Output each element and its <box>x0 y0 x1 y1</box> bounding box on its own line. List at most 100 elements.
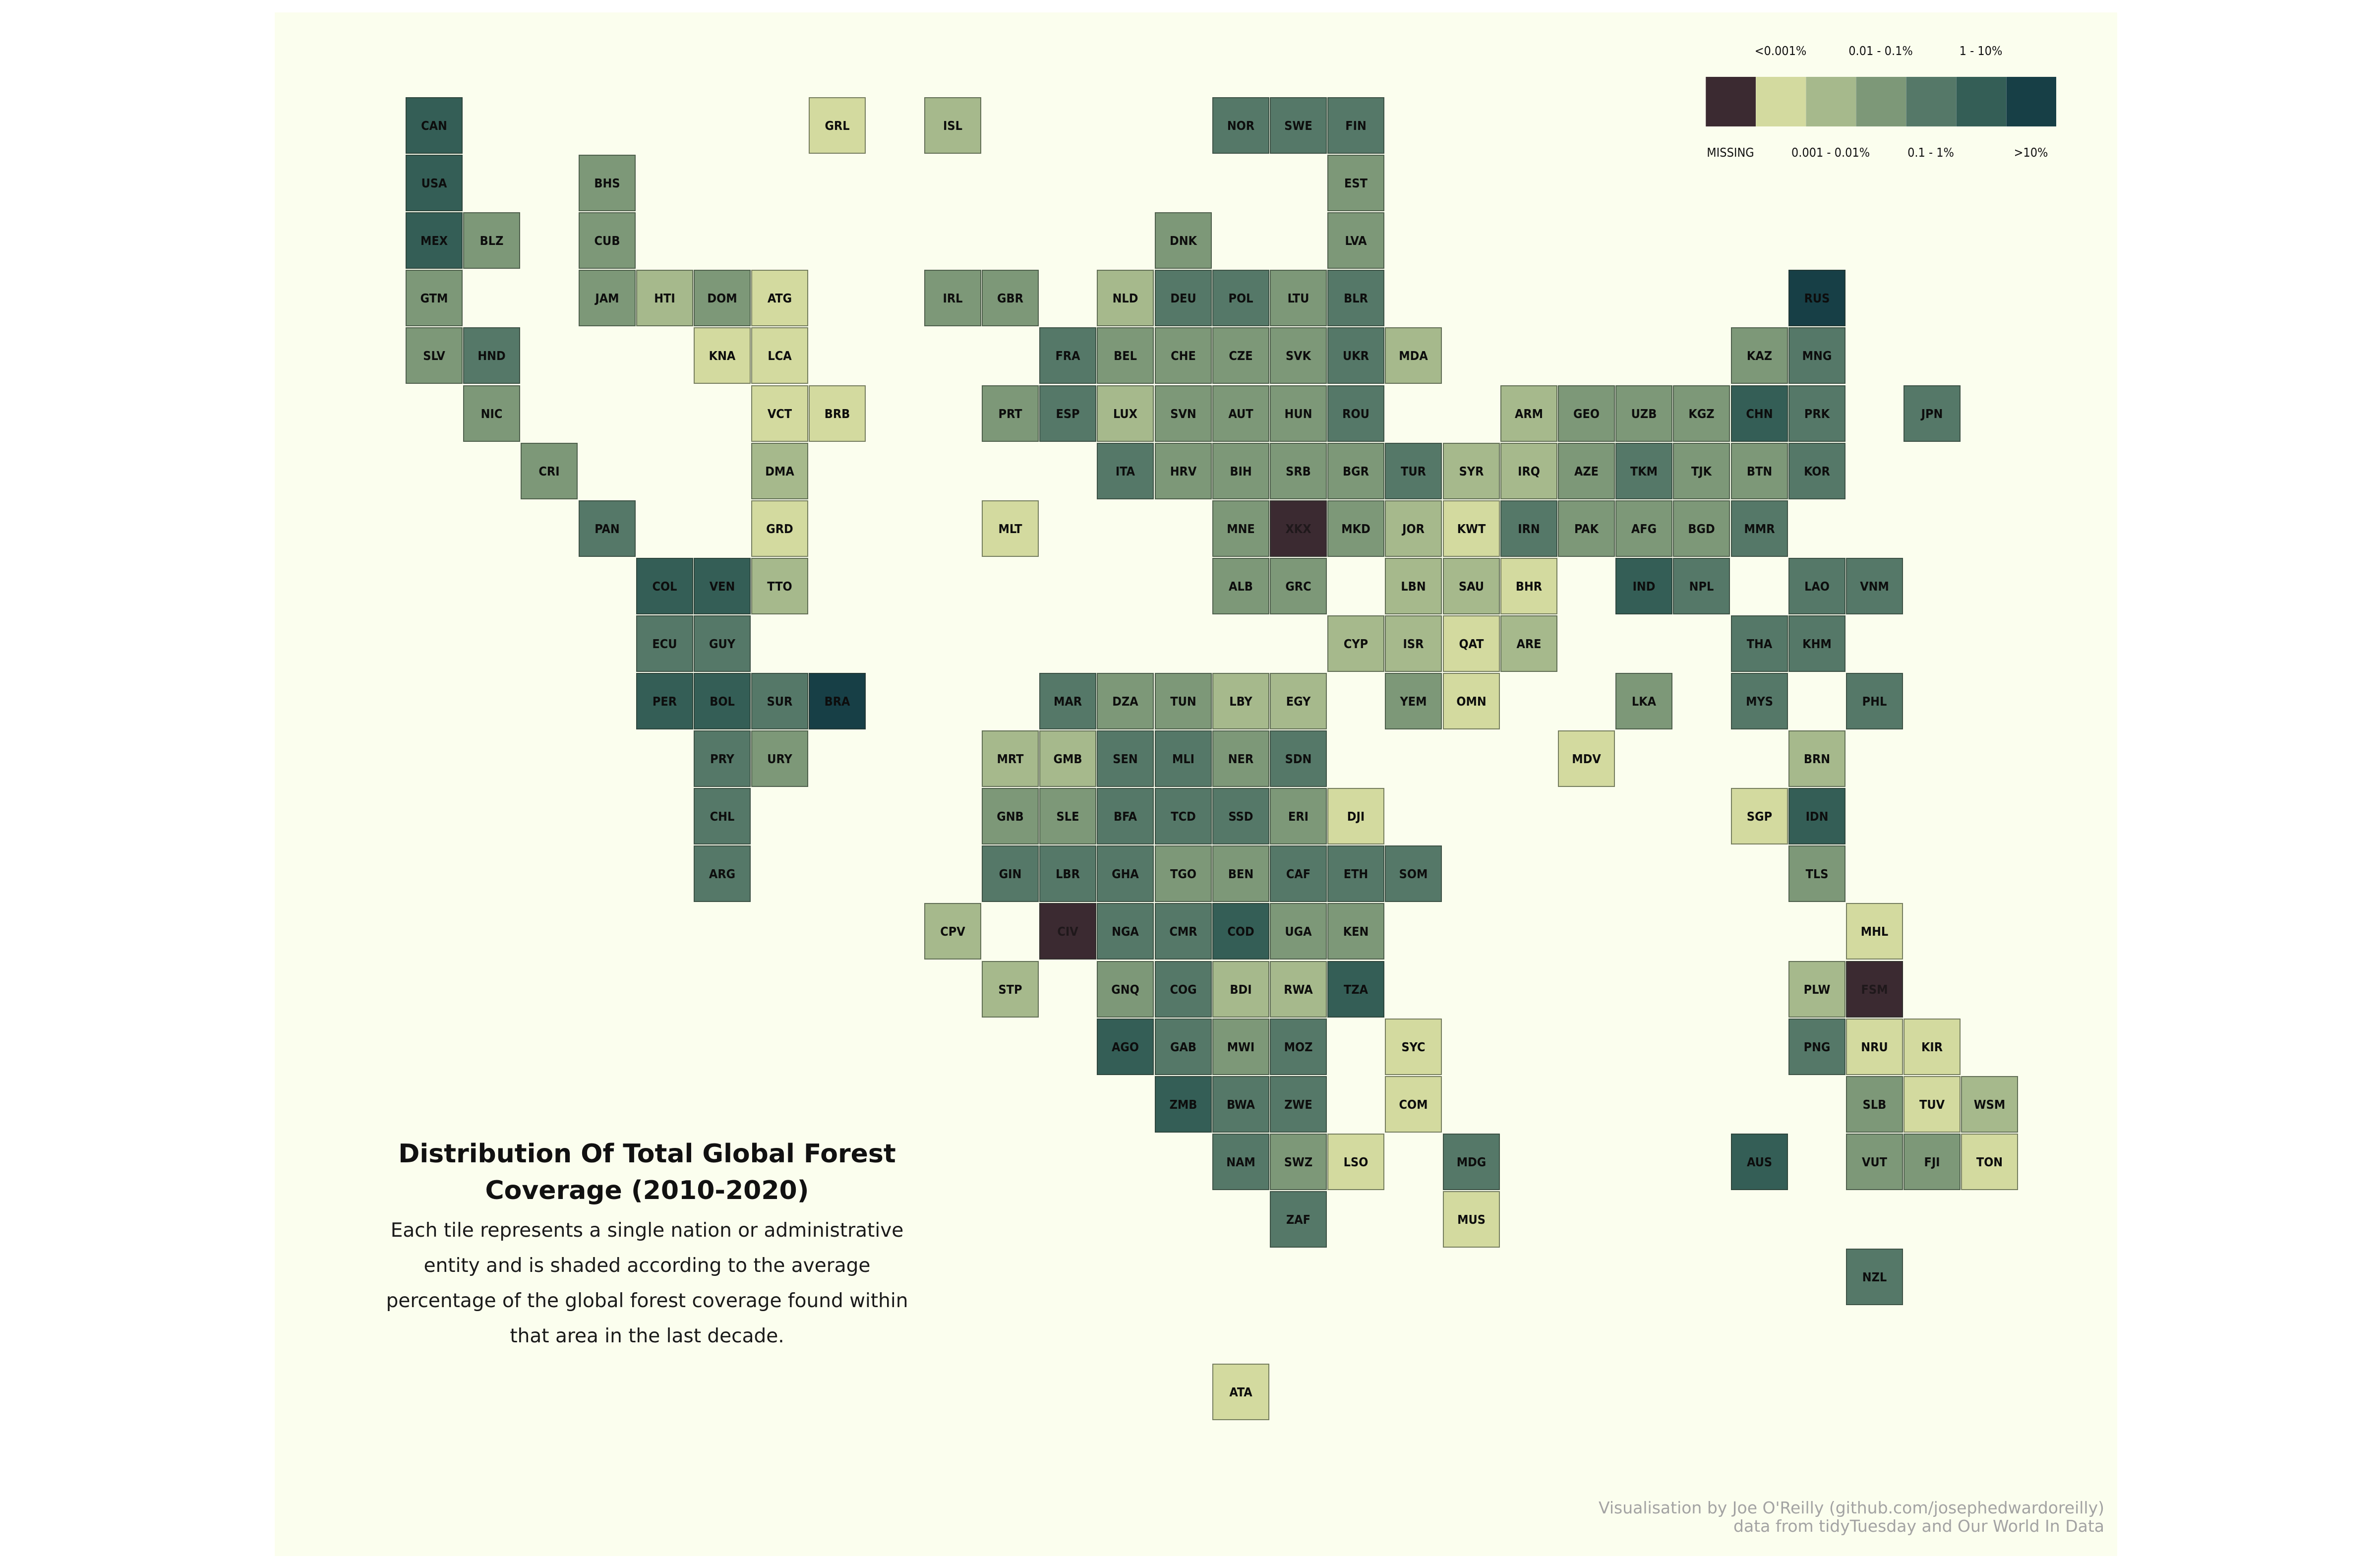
country-tile-lux: LUX <box>1097 385 1154 442</box>
country-tile-ken: KEN <box>1327 903 1384 960</box>
country-tile-tkm: TKM <box>1615 443 1672 499</box>
country-tile-mlt: MLT <box>982 500 1039 557</box>
country-tile-ita: ITA <box>1097 443 1154 499</box>
country-tile-phl: PHL <box>1846 673 1903 729</box>
country-tile-jpn: JPN <box>1904 385 1961 442</box>
country-tile-rus: RUS <box>1788 270 1845 326</box>
country-tile-mus: MUS <box>1443 1191 1500 1248</box>
country-tile-zaf: ZAF <box>1270 1191 1327 1248</box>
country-tile-tls: TLS <box>1788 845 1845 902</box>
legend-label-c6: >10% <box>2014 145 2048 160</box>
country-tile-fra: FRA <box>1039 327 1096 384</box>
country-tile-plw: PLW <box>1788 961 1845 1018</box>
legend-swatch-c1 <box>1756 77 1806 126</box>
country-tile-ury: URY <box>751 730 808 787</box>
country-tile-ton: TON <box>1961 1134 2018 1190</box>
country-tile-cmr: CMR <box>1155 903 1212 960</box>
country-tile-wsm: WSM <box>1961 1076 2018 1133</box>
country-tile-mar: MAR <box>1039 673 1096 729</box>
country-tile-bfa: BFA <box>1097 788 1154 844</box>
country-tile-nru: NRU <box>1846 1019 1903 1075</box>
legend-swatch-c6 <box>2006 77 2056 126</box>
country-tile-sle: SLE <box>1039 788 1096 844</box>
country-tile-sdn: SDN <box>1270 730 1327 787</box>
country-tile-kor: KOR <box>1788 443 1845 499</box>
country-tile-hnd: HND <box>463 327 520 384</box>
country-tile-tun: TUN <box>1155 673 1212 729</box>
country-tile-cze: CZE <box>1212 327 1269 384</box>
country-tile-hrv: HRV <box>1155 443 1212 499</box>
country-tile-deu: DEU <box>1155 270 1212 326</box>
country-tile-lby: LBY <box>1212 673 1269 729</box>
country-tile-cri: CRI <box>521 443 578 499</box>
country-tile-ner: NER <box>1212 730 1269 787</box>
country-tile-mys: MYS <box>1731 673 1788 729</box>
country-tile-som: SOM <box>1385 845 1442 902</box>
country-tile-bhr: BHR <box>1500 558 1557 614</box>
country-tile-mne: MNE <box>1212 500 1269 557</box>
country-tile-gmb: GMB <box>1039 730 1096 787</box>
country-tile-can: CAN <box>406 97 463 154</box>
credits: Visualisation by Joe O'Reilly (github.co… <box>1599 1499 2104 1535</box>
country-tile-jor: JOR <box>1385 500 1442 557</box>
country-tile-gab: GAB <box>1155 1019 1212 1075</box>
country-tile-che: CHE <box>1155 327 1212 384</box>
country-tile-ukr: UKR <box>1327 327 1384 384</box>
country-tile-dom: DOM <box>694 270 751 326</box>
country-tile-alb: ALB <box>1212 558 1269 614</box>
country-tile-qat: QAT <box>1443 615 1500 672</box>
country-tile-zmb: ZMB <box>1155 1076 1212 1133</box>
country-tile-slb: SLB <box>1846 1076 1903 1133</box>
country-tile-blr: BLR <box>1327 270 1384 326</box>
country-tile-aut: AUT <box>1212 385 1269 442</box>
country-tile-chl: CHL <box>694 788 751 844</box>
country-tile-swz: SWZ <box>1270 1134 1327 1190</box>
country-tile-tto: TTO <box>751 558 808 614</box>
country-tile-civ: CIV <box>1039 903 1096 960</box>
country-tile-tha: THA <box>1731 615 1788 672</box>
country-tile-nor: NOR <box>1212 97 1269 154</box>
country-tile-grc: GRC <box>1270 558 1327 614</box>
country-tile-cog: COG <box>1155 961 1212 1018</box>
country-tile-pol: POL <box>1212 270 1269 326</box>
legend-label-c2: 0.001 - 0.01% <box>1791 145 1870 160</box>
country-tile-sau: SAU <box>1443 558 1500 614</box>
country-tile-mwi: MWI <box>1212 1019 1269 1075</box>
country-tile-dji: DJI <box>1327 788 1384 844</box>
country-tile-dma: DMA <box>751 443 808 499</box>
country-tile-pan: PAN <box>579 500 636 557</box>
country-tile-mkd: MKD <box>1327 500 1384 557</box>
country-tile-arg: ARG <box>694 845 751 902</box>
country-tile-kgz: KGZ <box>1673 385 1730 442</box>
country-tile-hti: HTI <box>636 270 693 326</box>
country-tile-png: PNG <box>1788 1019 1845 1075</box>
country-tile-lso: LSO <box>1327 1134 1384 1190</box>
country-tile-eth: ETH <box>1327 845 1384 902</box>
country-tile-irq: IRQ <box>1500 443 1557 499</box>
country-tile-lka: LKA <box>1615 673 1672 729</box>
country-tile-gnq: GNQ <box>1097 961 1154 1018</box>
country-tile-esp: ESP <box>1039 385 1096 442</box>
legend-swatch-c4 <box>1906 77 1956 126</box>
country-tile-nam: NAM <box>1212 1134 1269 1190</box>
country-tile-prt: PRT <box>982 385 1039 442</box>
country-tile-mex: MEX <box>406 212 463 269</box>
country-tile-bwa: BWA <box>1212 1076 1269 1133</box>
country-tile-nld: NLD <box>1097 270 1154 326</box>
country-tile-mdv: MDV <box>1558 730 1615 787</box>
legend-label-c3: 0.01 - 0.1% <box>1848 44 1913 58</box>
country-tile-bgr: BGR <box>1327 443 1384 499</box>
credit-line-source: data from tidyTuesday and Our World In D… <box>1733 1516 2104 1536</box>
legend-color-bar <box>1706 77 2056 126</box>
country-tile-npl: NPL <box>1673 558 1730 614</box>
country-tile-lva: LVA <box>1327 212 1384 269</box>
country-tile-gnb: GNB <box>982 788 1039 844</box>
country-tile-mrt: MRT <box>982 730 1039 787</box>
country-tile-ven: VEN <box>694 558 751 614</box>
country-tile-grd: GRD <box>751 500 808 557</box>
country-tile-mda: MDA <box>1385 327 1442 384</box>
country-tile-sgp: SGP <box>1731 788 1788 844</box>
country-tile-vut: VUT <box>1846 1134 1903 1190</box>
country-tile-are: ARE <box>1500 615 1557 672</box>
